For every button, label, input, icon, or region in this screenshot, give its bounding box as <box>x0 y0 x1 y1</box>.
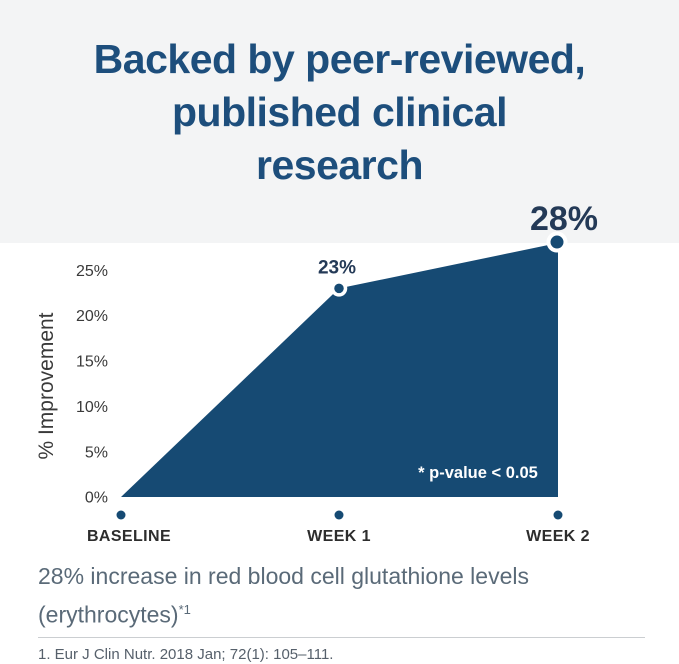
caption-superscript: *1 <box>178 602 191 617</box>
header-band <box>0 0 679 243</box>
p-value-annotation: * p-value < 0.05 <box>418 464 538 482</box>
area-polygon <box>121 243 558 497</box>
x-axis-dots <box>116 510 563 520</box>
footnote-reference: 1. Eur J Clin Nutr. 2018 Jan; 72(1): 105… <box>38 646 334 663</box>
y-axis-ticks: 25% 20% 15% 10% 5% 0% <box>76 263 108 507</box>
x-axis-dot <box>116 510 126 520</box>
week2-marker <box>546 231 568 253</box>
chart-caption: 28% increase in red blood cell glutathio… <box>38 560 558 632</box>
page-title: Backed by peer-reviewed, published clini… <box>0 33 679 192</box>
x-axis-label: WEEK 1 <box>307 528 371 545</box>
x-axis-labels: BASELINE WEEK 1 WEEK 2 <box>87 528 590 545</box>
page-title-line-1: Backed by peer-reviewed, <box>93 36 586 82</box>
page-title-line-2: published clinical <box>171 89 508 135</box>
caption-text: 28% increase in red blood cell glutathio… <box>38 563 529 628</box>
y-axis-title: % Improvement <box>35 312 58 459</box>
divider-line <box>38 637 645 638</box>
page-title-line-3: research <box>256 142 423 188</box>
x-axis-label: BASELINE <box>87 528 171 545</box>
x-axis-label: WEEK 2 <box>526 528 590 545</box>
y-tick-label: 0% <box>85 490 108 507</box>
y-tick-label: 10% <box>76 399 108 416</box>
y-tick-label: 25% <box>76 263 108 280</box>
y-tick-label: 15% <box>76 354 108 371</box>
week1-value-label: 23% <box>318 257 356 278</box>
x-axis-dot <box>334 510 344 520</box>
week2-value-label: 28% <box>530 200 598 238</box>
week1-marker <box>330 280 348 297</box>
y-tick-label: 5% <box>85 444 108 461</box>
y-tick-label: 20% <box>76 308 108 325</box>
x-axis-dot <box>553 510 563 520</box>
